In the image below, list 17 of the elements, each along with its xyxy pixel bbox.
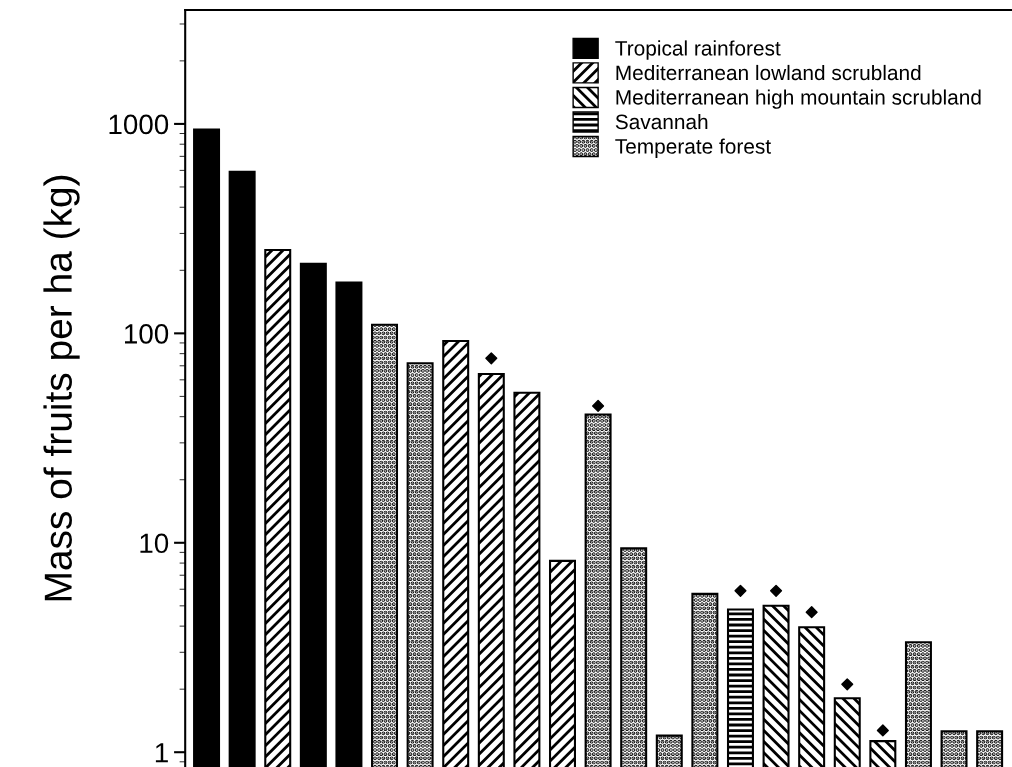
point	[592, 399, 605, 413]
y-axis-title: Mass of fruits per ha (kg)	[43, 175, 80, 601]
legend-label: Mediterranean high mountain scrubland	[616, 89, 981, 109]
legend-label: Temperate forest	[615, 138, 771, 158]
point	[734, 584, 747, 597]
point	[841, 678, 854, 691]
point	[805, 606, 818, 619]
y-tick-label: 1	[155, 743, 168, 763]
y-tick-label: 100	[125, 324, 169, 344]
point	[485, 352, 498, 365]
y-tick-label: 10	[140, 533, 169, 554]
point	[769, 584, 783, 597]
point	[876, 724, 889, 737]
legend-label: Tropical rainforest	[615, 40, 781, 60]
legend-label: Mediterranean lowland scrubland	[616, 64, 921, 81]
y-tick-label: 1000	[109, 114, 169, 135]
legend-label: Savannah	[615, 113, 708, 130]
